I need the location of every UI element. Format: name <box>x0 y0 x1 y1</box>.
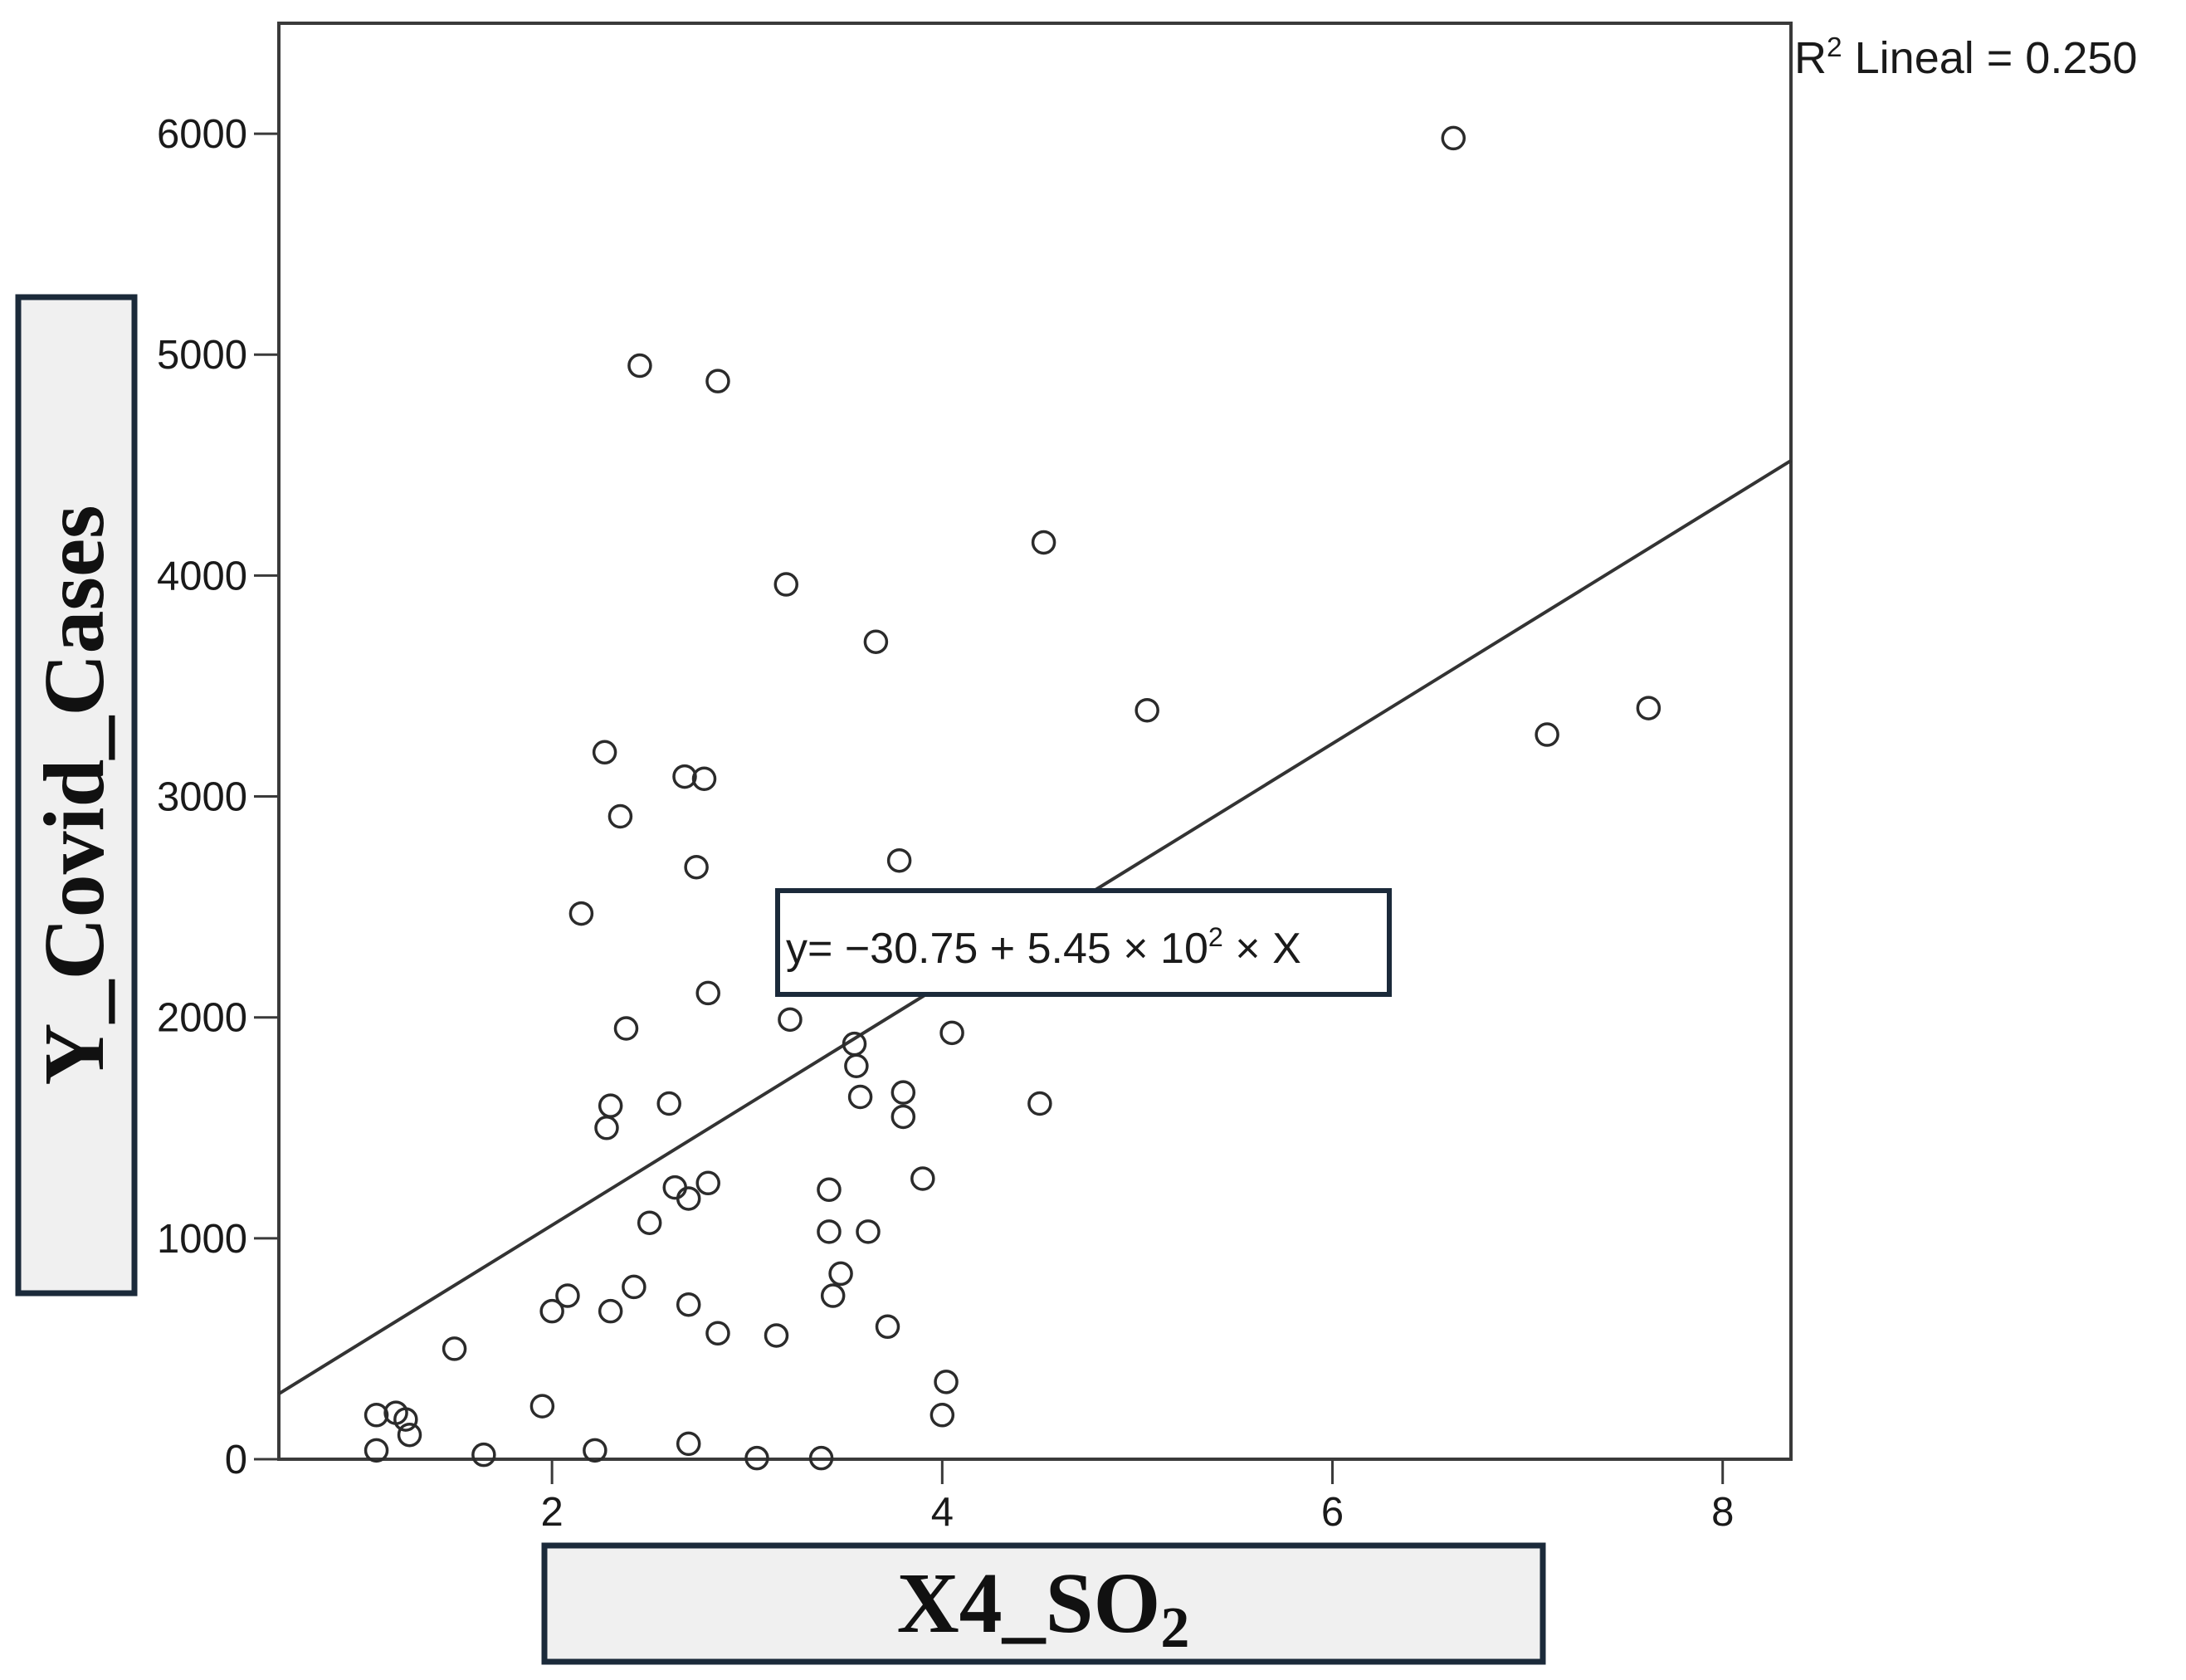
equation-label: y= −30.75 + 5.45 × 102 × X <box>786 922 1301 973</box>
scatter-point <box>364 1403 389 1428</box>
scatter-point <box>598 1093 623 1118</box>
scatter-point <box>695 980 720 1006</box>
r2-label: R2 Lineal = 0.250 <box>1794 32 2137 83</box>
x-tick-label: 8 <box>1711 1490 1734 1535</box>
scatter-point <box>1535 722 1559 747</box>
scatter-point <box>744 1445 769 1471</box>
scatter-point <box>676 1431 701 1457</box>
x-tick-label: 6 <box>1321 1490 1344 1535</box>
scatter-point <box>891 1104 916 1130</box>
x-axis-title-box: X4_SO2 <box>541 1542 1546 1665</box>
scatter-point <box>656 1091 681 1116</box>
scatter-point <box>622 1274 647 1300</box>
scatter-point <box>778 1007 803 1033</box>
scatter-point <box>705 369 730 393</box>
scatter-point <box>393 1407 418 1432</box>
scatter-point <box>1636 696 1661 720</box>
scatter-point <box>627 353 652 378</box>
scatter-point <box>471 1442 496 1468</box>
scatter-point <box>875 1314 900 1340</box>
equation-box: y= −30.75 + 5.45 × 102 × X <box>775 888 1392 997</box>
scatter-point <box>939 1020 964 1046</box>
scatter-point <box>592 740 617 765</box>
scatter-point <box>1027 1091 1052 1116</box>
scatter-point <box>364 1438 389 1463</box>
scatter-point <box>910 1166 935 1191</box>
scatter-point <box>1441 125 1466 151</box>
scatter-point <box>613 1016 639 1041</box>
plot-frame <box>277 22 1793 1461</box>
y-axis-title: Y_Covid_Cases <box>27 505 122 1085</box>
scatter-point <box>856 1219 881 1244</box>
scatter-point <box>773 572 799 597</box>
scatter-point <box>676 1292 701 1317</box>
y-tick-label: 3000 <box>157 775 247 820</box>
scatter-point <box>607 803 633 829</box>
scatter-point <box>691 766 717 791</box>
x-tick-label: 2 <box>541 1490 564 1535</box>
scatter-point <box>764 1323 789 1348</box>
y-tick-label: 6000 <box>157 112 247 157</box>
scatter-point <box>529 1394 555 1419</box>
y-axis-ticks: 0 1000 2000 3000 4000 5000 6000 <box>157 112 279 1482</box>
y-tick-label: 2000 <box>157 996 247 1041</box>
y-tick-label: 5000 <box>157 333 247 378</box>
scatter-point <box>684 854 709 880</box>
scatter-point <box>847 1084 873 1110</box>
scatter-point <box>891 1080 916 1105</box>
x-axis-ticks: 2 4 6 8 <box>254 1458 1734 1535</box>
scatter-point <box>672 764 697 789</box>
scatter-point <box>637 1210 662 1235</box>
scatter-point <box>676 1186 701 1211</box>
y-axis-title-box: Y_Covid_Cases <box>15 294 138 1297</box>
scatter-point <box>598 1298 623 1324</box>
scatter-point <box>1134 697 1159 723</box>
scatter-point <box>930 1403 955 1428</box>
scatter-point <box>808 1445 834 1471</box>
y-tick-label: 1000 <box>157 1217 247 1262</box>
scatter-point <box>863 629 889 654</box>
scatter-point <box>820 1283 846 1308</box>
scatter-point <box>695 1170 720 1196</box>
data-points <box>364 125 1661 1471</box>
scatter-point <box>934 1370 959 1394</box>
x-axis-title: X4_SO2 <box>897 1555 1190 1660</box>
scatter-point <box>817 1177 842 1203</box>
x-tick-label: 4 <box>931 1490 954 1535</box>
scatter-point <box>583 1438 607 1463</box>
scatter-point <box>568 901 594 926</box>
y-tick-label: 4000 <box>157 554 247 598</box>
y-tick-label: 0 <box>225 1438 247 1482</box>
scatter-point <box>886 847 912 873</box>
scatter-point <box>1031 530 1056 555</box>
scatter-point <box>844 1053 869 1078</box>
scatter-point <box>555 1283 580 1308</box>
scatter-point <box>539 1298 564 1324</box>
scatter-point <box>705 1321 730 1346</box>
scatter-point <box>817 1219 842 1244</box>
scatter-point <box>397 1422 422 1448</box>
scatter-point <box>442 1336 467 1361</box>
scatter-point <box>828 1261 853 1287</box>
